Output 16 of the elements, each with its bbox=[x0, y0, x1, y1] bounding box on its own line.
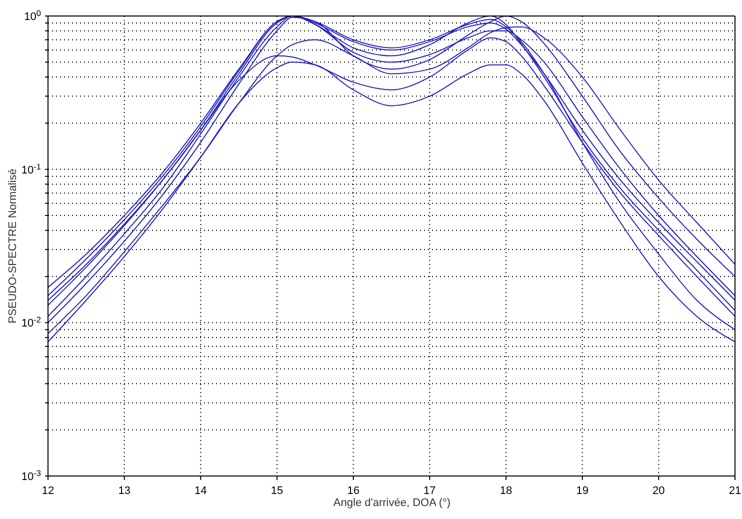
y-tick-label: 10$^{-2}$ bbox=[21, 315, 42, 330]
x-tick-label: 15 bbox=[270, 485, 284, 497]
y-axis-title: PSEUDO-SPECTRE Normalisé bbox=[6, 168, 19, 324]
y-tick-label: 10$^{0}$ bbox=[24, 8, 42, 23]
x-axis-title: Angle d'arrivée, DOA (°) bbox=[332, 496, 452, 510]
x-tick-label: 12 bbox=[42, 485, 54, 497]
x-tick-label: 19 bbox=[576, 485, 588, 497]
x-tick-label: 18 bbox=[500, 485, 512, 497]
x-tick-label: 21 bbox=[728, 485, 742, 497]
x-tick-label: 13 bbox=[118, 485, 130, 497]
y-tick-label: 10$^{-1}$ bbox=[21, 162, 42, 176]
y-tick-label: 10$^{-3}$ bbox=[21, 468, 42, 483]
x-tick-label: 20 bbox=[652, 485, 665, 497]
x-tick-label: 16 bbox=[347, 485, 360, 497]
x-tick-label: 14 bbox=[194, 485, 207, 497]
x-tick-label: 17 bbox=[424, 485, 436, 497]
